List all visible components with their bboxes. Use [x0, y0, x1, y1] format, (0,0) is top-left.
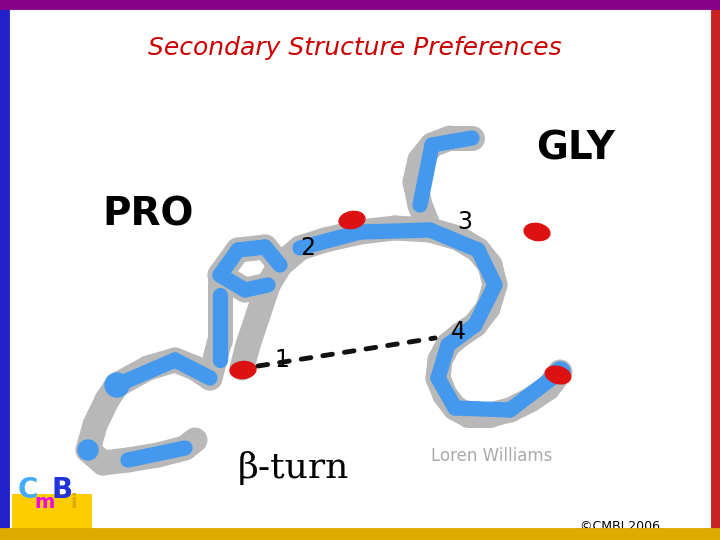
Ellipse shape	[545, 366, 571, 384]
Text: m: m	[34, 493, 54, 512]
Circle shape	[78, 440, 98, 460]
Text: B: B	[52, 476, 73, 504]
Ellipse shape	[230, 361, 256, 379]
Text: Loren Williams: Loren Williams	[431, 447, 553, 465]
Ellipse shape	[524, 224, 550, 241]
Circle shape	[550, 362, 570, 382]
Text: i: i	[70, 493, 76, 512]
Text: ©CMBI 2006: ©CMBI 2006	[580, 521, 660, 534]
Text: 1: 1	[274, 348, 289, 372]
Text: GLY: GLY	[536, 129, 614, 167]
FancyBboxPatch shape	[12, 494, 92, 530]
Text: β-turn: β-turn	[238, 451, 348, 485]
Text: C: C	[18, 476, 38, 504]
Circle shape	[105, 373, 129, 397]
Text: 2: 2	[300, 236, 315, 260]
Text: PRO: PRO	[102, 196, 194, 234]
Text: 3: 3	[457, 210, 472, 234]
Text: 4: 4	[451, 320, 466, 344]
Text: Secondary Structure Preferences: Secondary Structure Preferences	[148, 36, 562, 60]
Ellipse shape	[339, 211, 365, 228]
